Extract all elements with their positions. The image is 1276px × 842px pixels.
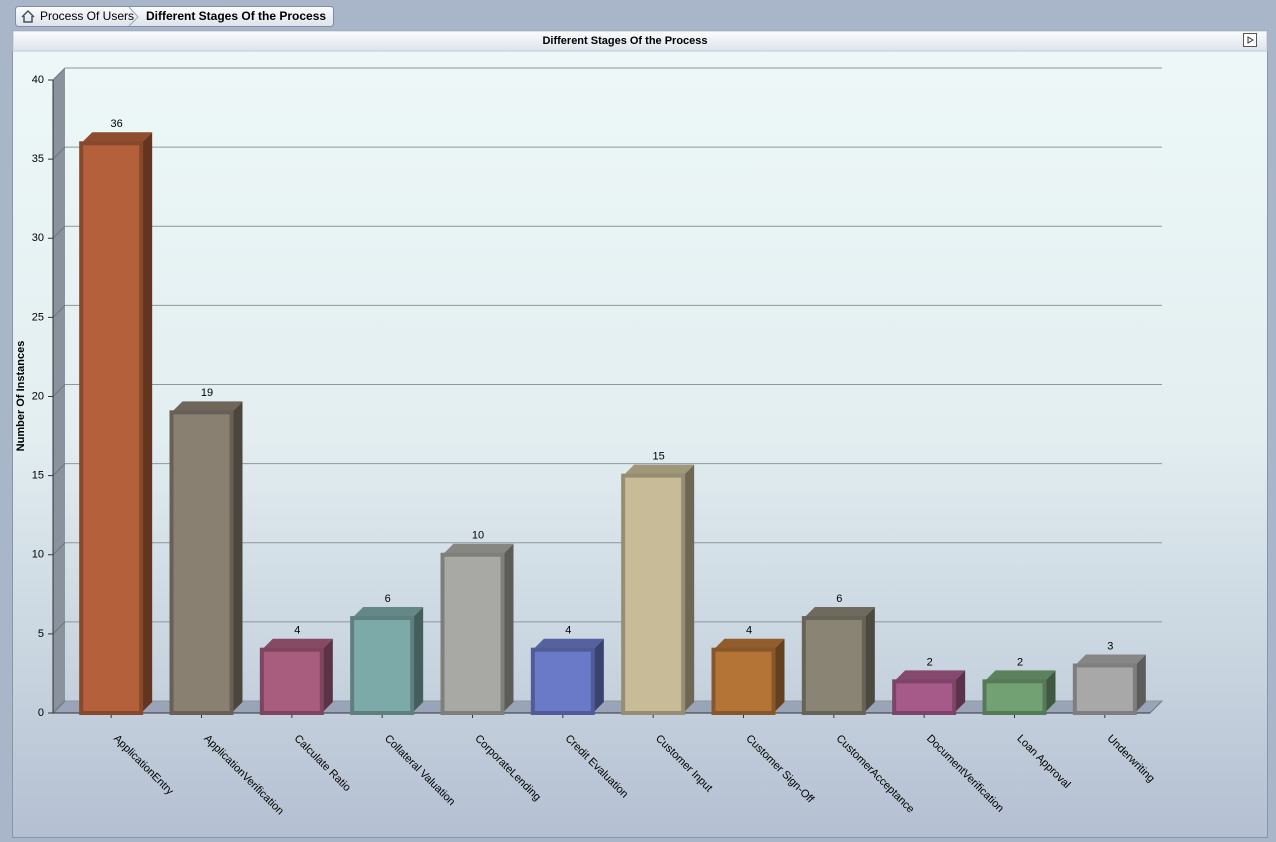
data-label: 6 bbox=[836, 593, 842, 605]
data-label: 2 bbox=[927, 656, 933, 668]
breadcrumb-separator bbox=[128, 6, 139, 27]
bar bbox=[621, 473, 686, 715]
bar-top bbox=[261, 638, 333, 650]
bar-top bbox=[984, 670, 1056, 682]
grid-line bbox=[52, 463, 66, 476]
y-axis-label: Number Of Instances bbox=[15, 341, 27, 452]
bar-side bbox=[954, 670, 966, 713]
bar-side bbox=[412, 607, 424, 713]
grid-line bbox=[52, 67, 66, 81]
bar-top bbox=[532, 638, 604, 650]
data-label: 4 bbox=[294, 625, 300, 637]
bar-side bbox=[231, 401, 243, 713]
data-label: 4 bbox=[746, 625, 752, 637]
bar-side bbox=[592, 638, 604, 713]
y-tick-label: 5 bbox=[38, 628, 44, 640]
bar bbox=[892, 679, 957, 715]
bar-top bbox=[1074, 654, 1146, 666]
breadcrumb-current: Different Stages Of the Process bbox=[146, 9, 326, 23]
bar-side bbox=[1134, 654, 1146, 713]
y-tick-label: 10 bbox=[32, 549, 44, 561]
grid-line bbox=[52, 700, 66, 714]
grid-line bbox=[52, 621, 66, 635]
breadcrumb-bar bbox=[15, 6, 334, 27]
expand-icon bbox=[1247, 36, 1254, 44]
data-label: 19 bbox=[201, 387, 213, 399]
data-label: 10 bbox=[472, 530, 484, 542]
bar bbox=[350, 616, 415, 715]
y-tick-label: 30 bbox=[32, 232, 44, 244]
data-label: 36 bbox=[111, 118, 123, 130]
breadcrumb-link[interactable]: Process Of Users bbox=[40, 9, 134, 23]
data-label: 6 bbox=[385, 593, 391, 605]
bar-side bbox=[773, 638, 785, 713]
bar bbox=[79, 141, 144, 716]
y-tick-label: 40 bbox=[32, 74, 44, 86]
bar-side bbox=[502, 543, 514, 713]
expand-button[interactable] bbox=[1243, 33, 1257, 47]
bar bbox=[711, 647, 776, 716]
grid-line bbox=[52, 146, 66, 160]
bar-top bbox=[352, 607, 424, 619]
data-label: 4 bbox=[565, 625, 571, 637]
home-icon[interactable] bbox=[21, 9, 35, 23]
bar bbox=[982, 679, 1047, 715]
title-bar bbox=[12, 30, 1268, 52]
bar-side bbox=[863, 607, 875, 713]
bar-top bbox=[803, 607, 875, 619]
grid-line bbox=[52, 305, 66, 318]
bar-top bbox=[442, 543, 514, 555]
grid-line bbox=[52, 225, 66, 239]
bar bbox=[1072, 663, 1137, 716]
data-label: 3 bbox=[1107, 640, 1113, 652]
y-tick-label: 15 bbox=[32, 470, 44, 482]
bar-top bbox=[81, 132, 153, 144]
bar-side bbox=[321, 638, 333, 713]
data-label: 2 bbox=[1017, 656, 1023, 668]
data-label: 15 bbox=[653, 451, 665, 463]
bar-top bbox=[713, 638, 785, 650]
bar bbox=[530, 647, 595, 716]
chart-title: Different Stages Of the Process bbox=[542, 35, 707, 47]
bar bbox=[169, 410, 234, 715]
y-tick-label: 25 bbox=[32, 311, 44, 323]
y-tick-label: 35 bbox=[32, 153, 44, 165]
bar-side bbox=[683, 464, 695, 713]
bar-side bbox=[141, 132, 153, 714]
grid-line bbox=[52, 542, 66, 556]
bar-top bbox=[894, 670, 966, 682]
y-tick-label: 0 bbox=[38, 707, 44, 719]
bar bbox=[259, 647, 324, 716]
grid-line bbox=[52, 384, 66, 397]
y-tick-label: 20 bbox=[32, 390, 44, 402]
bar bbox=[801, 616, 866, 715]
bar-side bbox=[1044, 670, 1056, 713]
bar bbox=[440, 552, 505, 715]
bar-top bbox=[623, 464, 695, 476]
bar-top bbox=[171, 401, 243, 413]
